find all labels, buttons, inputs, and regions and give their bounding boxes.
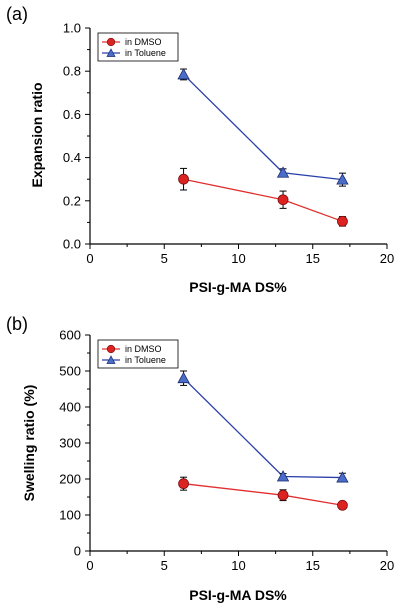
y-tick-label: 0 xyxy=(74,544,81,559)
panel-a: (a) PSI-g-MA DS% Expansion ratio 0 5 10 15 2… xyxy=(6,4,394,295)
x-tick-label: 15 xyxy=(306,558,320,573)
panel-b: (b) PSI-g-MA DS% Swelling ratio (%) 0 5 10… xyxy=(6,314,394,603)
y-tick-label: 0.8 xyxy=(63,64,81,79)
x-tick-label: 20 xyxy=(380,558,394,573)
y-tick-label: 1.0 xyxy=(63,21,81,36)
x-tick-label: 20 xyxy=(380,251,394,266)
y-tick-label: 500 xyxy=(59,364,81,379)
legend-triangle-marker xyxy=(106,48,116,57)
dmso-series-line xyxy=(183,483,343,506)
legend-circle-marker xyxy=(106,37,116,47)
toluene-data-point xyxy=(177,371,190,384)
legend-circle-marker xyxy=(106,344,116,354)
x-tick-label: 10 xyxy=(231,558,245,573)
y-tick-label: 0.6 xyxy=(63,107,81,122)
legend-label: in DMSO xyxy=(125,37,162,47)
legend-label: in Toluene xyxy=(125,48,166,58)
dmso-series-line xyxy=(183,178,343,222)
x-tick-label: 5 xyxy=(161,251,168,266)
x-axis-title-b: PSI-g-MA DS% xyxy=(189,587,287,603)
toluene-data-point xyxy=(276,470,290,482)
y-tick-label: 300 xyxy=(59,436,81,451)
toluene-data-point xyxy=(336,173,349,185)
y-tick-label: 200 xyxy=(59,472,81,487)
x-axis-title-a: PSI-g-MA DS% xyxy=(189,279,287,295)
y-tick-label: 0.2 xyxy=(63,193,81,208)
x-tick-label: 0 xyxy=(86,251,93,266)
dmso-data-point xyxy=(277,489,289,501)
legend-label: in DMSO xyxy=(125,344,162,354)
toluene-data-point xyxy=(177,68,190,80)
y-tick-label: 600 xyxy=(59,328,81,343)
dmso-data-point xyxy=(178,478,189,490)
x-tick-label: 10 xyxy=(231,251,245,266)
y-tick-label: 0.4 xyxy=(63,150,81,165)
dmso-data-point xyxy=(178,173,189,185)
y-axis-title-b: Swelling ratio (%) xyxy=(21,385,37,502)
y-tick-label: 100 xyxy=(59,508,81,523)
toluene-series-line xyxy=(183,377,343,479)
legend-label: in Toluene xyxy=(125,355,166,365)
toluene-data-point xyxy=(276,166,290,178)
dmso-data-point xyxy=(277,194,289,206)
legend-triangle-marker xyxy=(106,355,116,364)
panel-label-b: (b) xyxy=(6,314,28,334)
y-tick-label: 0.0 xyxy=(63,237,81,252)
toluene-data-point xyxy=(336,471,349,483)
x-tick-label: 0 xyxy=(86,558,93,573)
panel-label-a: (a) xyxy=(6,4,28,24)
dmso-data-point xyxy=(337,215,348,227)
toluene-series-line xyxy=(183,73,343,181)
y-axis-title-a: Expansion ratio xyxy=(29,82,45,187)
dmso-data-point xyxy=(337,499,348,511)
x-tick-label: 15 xyxy=(306,251,320,266)
y-tick-label: 400 xyxy=(59,400,81,415)
x-tick-label: 5 xyxy=(161,558,168,573)
